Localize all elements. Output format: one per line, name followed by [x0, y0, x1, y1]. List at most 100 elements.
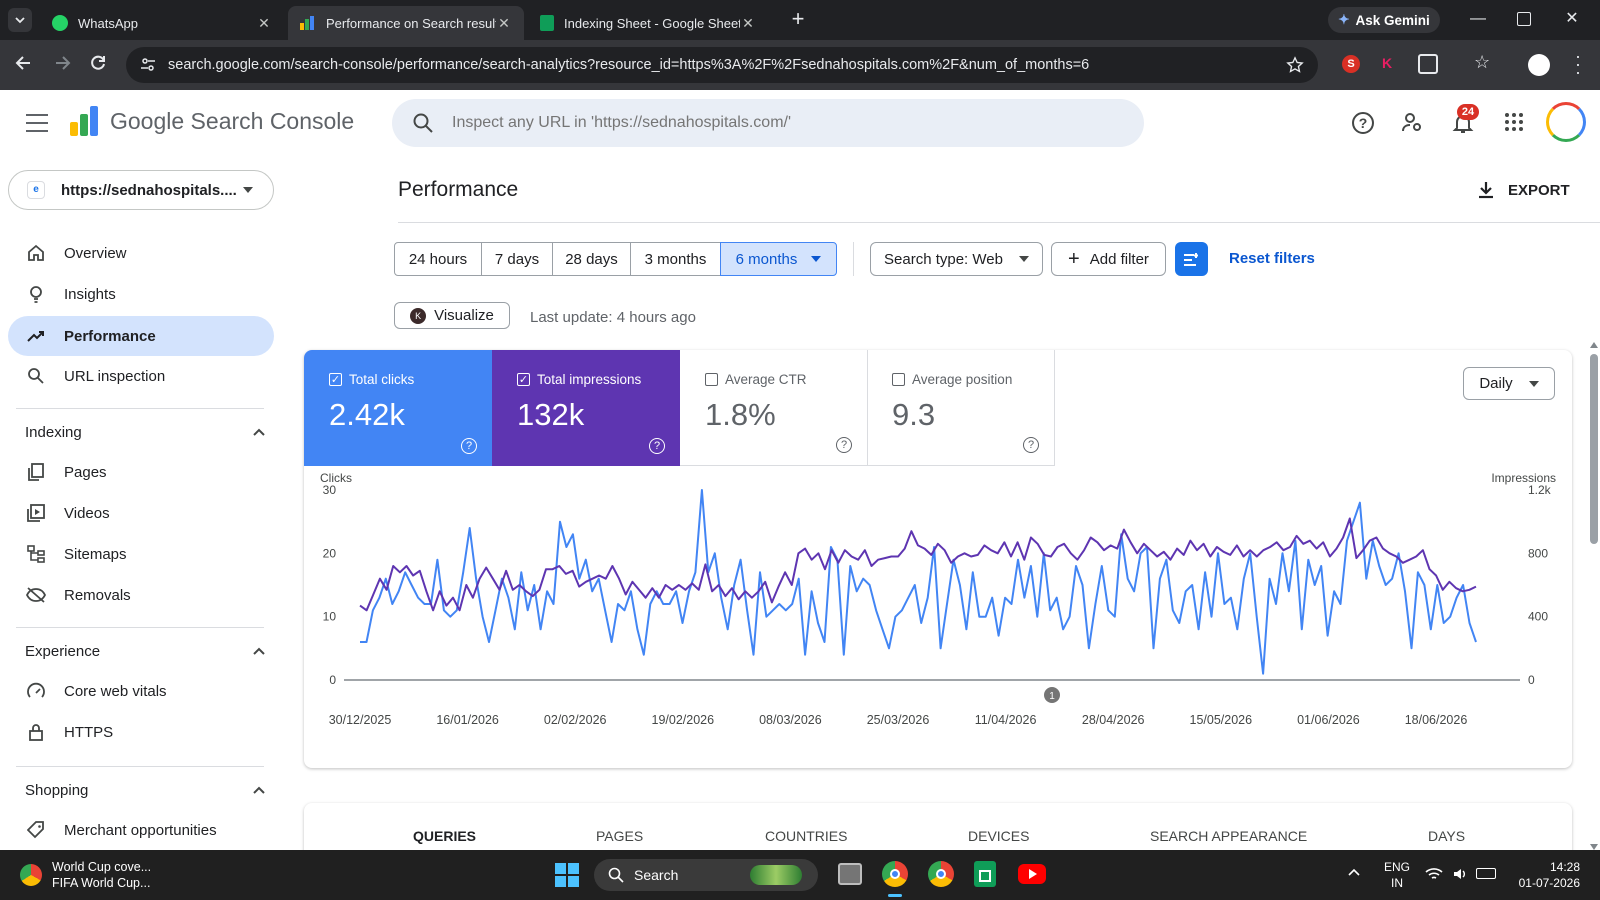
- new-tab-button[interactable]: +: [791, 6, 805, 31]
- extension-k-icon[interactable]: K: [1382, 55, 1393, 71]
- clock[interactable]: 14:28 01-07-2026: [1512, 859, 1580, 891]
- reset-filters-link[interactable]: Reset filters: [1229, 250, 1315, 267]
- account-avatar[interactable]: [1546, 102, 1586, 142]
- help-icon[interactable]: ?: [1352, 112, 1374, 134]
- tab-search-appearance[interactable]: SEARCH APPEARANCE: [1150, 828, 1308, 844]
- battery-icon[interactable]: [1476, 868, 1496, 879]
- restore-button[interactable]: [1517, 12, 1531, 26]
- scroll-down-arrow[interactable]: [1590, 844, 1598, 850]
- url-inspect-search-bar[interactable]: [392, 99, 1144, 147]
- manage-users-icon[interactable]: [1400, 110, 1424, 134]
- checkbox-checked[interactable]: ✓: [517, 373, 530, 386]
- range-28-days[interactable]: 28 days: [552, 242, 631, 276]
- close-icon[interactable]: ✕: [258, 14, 270, 31]
- property-selector[interactable]: e https://sednahospitals....: [8, 170, 274, 210]
- metric-average-ctr[interactable]: Average CTR 1.8% ?: [680, 350, 868, 466]
- sidebar-item-pages[interactable]: Pages: [8, 452, 274, 492]
- sheets-taskbar-icon[interactable]: [974, 861, 996, 887]
- tab-whatsapp[interactable]: WhatsApp ✕: [40, 6, 284, 40]
- sidebar-item-insights[interactable]: Insights: [8, 274, 274, 314]
- tray-expand-icon[interactable]: [1348, 868, 1360, 876]
- metric-average-position[interactable]: Average position 9.3 ?: [867, 350, 1055, 466]
- tab-countries[interactable]: COUNTRIES: [765, 828, 848, 844]
- ask-gemini-button[interactable]: ✦ Ask Gemini: [1328, 7, 1440, 33]
- chrome-taskbar-icon[interactable]: [882, 861, 908, 887]
- start-button[interactable]: [555, 863, 579, 887]
- range-7-days[interactable]: 7 days: [481, 242, 553, 276]
- taskbar-search-box[interactable]: Search: [594, 859, 818, 891]
- visualize-button[interactable]: K Visualize: [394, 302, 510, 329]
- apps-grid-icon[interactable]: [1505, 113, 1523, 131]
- chrome-icon: [20, 864, 42, 886]
- language-indicator[interactable]: ENG IN: [1384, 859, 1410, 891]
- omnibox[interactable]: search.google.com/search-console/perform…: [126, 47, 1318, 83]
- range-3-months[interactable]: 3 months: [630, 242, 721, 276]
- wifi-icon[interactable]: [1425, 866, 1443, 882]
- filter-settings-button[interactable]: [1175, 242, 1208, 276]
- reload-button[interactable]: [88, 53, 112, 77]
- tab-pages[interactable]: PAGES: [596, 828, 644, 844]
- search-type-dropdown[interactable]: Search type: Web: [870, 242, 1043, 276]
- hamburger-menu-icon[interactable]: [26, 114, 48, 132]
- scroll-up-arrow[interactable]: [1590, 342, 1598, 348]
- add-filter-button[interactable]: + Add filter: [1051, 242, 1166, 276]
- news-widget[interactable]: World Cup cove... FIFA World Cup...: [20, 858, 151, 892]
- help-icon[interactable]: ?: [649, 438, 665, 454]
- site-info-icon[interactable]: [140, 57, 156, 73]
- sidebar-item-performance[interactable]: Performance: [8, 316, 274, 356]
- tab-performance[interactable]: Performance on Search results ✕: [288, 6, 524, 40]
- scrollbar-thumb[interactable]: [1590, 354, 1598, 544]
- tab-days[interactable]: DAYS: [1428, 828, 1466, 844]
- sidebar-section-indexing[interactable]: Indexing: [25, 412, 265, 452]
- sidebar-item-https[interactable]: HTTPS: [8, 712, 274, 752]
- checkbox-unchecked[interactable]: [705, 373, 718, 386]
- performance-line-chart[interactable]: Clicks Impressions 30 20 10 0 1.2k 800 400 0 30/12…: [304, 470, 1572, 760]
- bookmark-star-icon[interactable]: [1286, 56, 1304, 74]
- close-icon[interactable]: ✕: [498, 14, 510, 31]
- help-icon[interactable]: ?: [1023, 437, 1039, 453]
- sidebar-item-merchant-opportunities[interactable]: Merchant opportunities: [8, 810, 274, 850]
- sidebar-item-core-web-vitals[interactable]: Core web vitals: [8, 671, 274, 711]
- tab-sheets[interactable]: Indexing Sheet - Google Sheets ✕: [528, 6, 768, 40]
- sidebar-item-removals[interactable]: Removals: [8, 575, 274, 615]
- sidebar-item-label: Performance: [64, 327, 156, 345]
- metric-total-clicks[interactable]: ✓ Total clicks 2.42k ?: [304, 350, 492, 466]
- range-6-months[interactable]: 6 months: [720, 242, 837, 276]
- close-icon[interactable]: ✕: [742, 14, 754, 31]
- metric-total-impressions[interactable]: ✓ Total impressions 132k ?: [492, 350, 680, 466]
- volume-icon[interactable]: [1452, 866, 1468, 882]
- url-inspect-input[interactable]: [452, 114, 1092, 132]
- chrome-profile-taskbar-icon[interactable]: [928, 861, 954, 887]
- page-scrollbar[interactable]: [1588, 342, 1600, 850]
- menu-kebab-icon[interactable]: · · ·: [1575, 46, 1581, 82]
- sidebar-item-videos[interactable]: Videos: [8, 493, 274, 533]
- checkbox-unchecked[interactable]: [892, 373, 905, 386]
- search-console-logo[interactable]: Google Search Console: [70, 104, 354, 138]
- profile-avatar[interactable]: [1528, 54, 1550, 76]
- sidebar-section-shopping[interactable]: Shopping: [25, 770, 265, 810]
- checkbox-checked[interactable]: ✓: [329, 373, 342, 386]
- annotation-marker-label: 1: [1049, 691, 1055, 702]
- back-button[interactable]: [14, 53, 38, 77]
- help-icon[interactable]: ?: [836, 437, 852, 453]
- help-icon[interactable]: ?: [461, 438, 477, 454]
- sidebar-item-overview[interactable]: Overview: [8, 233, 274, 273]
- range-24-hours[interactable]: 24 hours: [394, 242, 482, 276]
- sidebar-item-url-inspection[interactable]: URL inspection: [8, 356, 274, 396]
- sidebar-item-label: Sitemaps: [64, 545, 127, 563]
- extensions-puzzle-icon[interactable]: [1418, 54, 1438, 74]
- export-button[interactable]: EXPORT: [1478, 176, 1570, 204]
- forward-button[interactable]: [52, 53, 76, 77]
- bookmarks-icon[interactable]: ☆: [1474, 52, 1491, 72]
- close-window-button[interactable]: ✕: [1565, 10, 1579, 27]
- tab-devices[interactable]: DEVICES: [968, 828, 1030, 844]
- tab-list-button[interactable]: [8, 8, 32, 32]
- minimize-button[interactable]: —: [1470, 10, 1486, 27]
- tab-queries[interactable]: QUERIES: [413, 828, 477, 844]
- task-view-icon[interactable]: [838, 863, 862, 885]
- sidebar-item-sitemaps[interactable]: Sitemaps: [8, 534, 274, 574]
- youtube-taskbar-icon[interactable]: [1018, 864, 1046, 884]
- extension-seo-icon[interactable]: S: [1342, 55, 1360, 73]
- granularity-dropdown[interactable]: Daily: [1463, 367, 1555, 400]
- sidebar-section-experience[interactable]: Experience: [25, 631, 265, 671]
